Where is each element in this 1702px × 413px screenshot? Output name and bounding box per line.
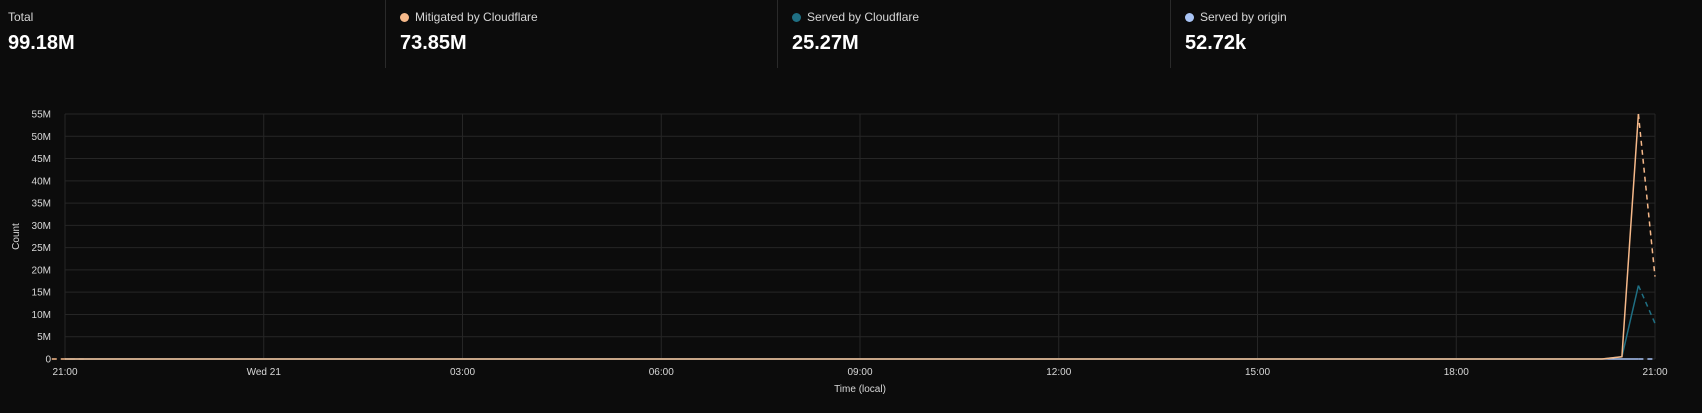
stat-served-origin-label: Served by origin [1185,10,1287,24]
stat-total-label: Total [8,10,34,24]
y-tick-label: 25M [32,243,51,254]
series-line-served-by-cloudflare [65,285,1640,360]
y-tick-label: 40M [32,176,51,187]
stat-served-cloudflare-value: 25.27M [792,32,859,54]
stat-served-origin: Served by origin 52.72k [1170,0,1670,68]
x-tick-label: 21:00 [52,367,77,378]
legend-dot-icon [1185,13,1194,22]
stat-mitigated-value: 73.85M [400,32,467,54]
x-tick-label: 03:00 [450,367,475,378]
x-tick-label: Wed 21 [247,367,282,378]
x-tick-label: 21:00 [1642,367,1667,378]
stat-served-cloudflare: Served by Cloudflare 25.27M [777,0,1170,68]
y-axis-label: Count [11,223,22,250]
stat-mitigated-label: Mitigated by Cloudflare [400,10,538,24]
stat-served-origin-value: 52.72k [1185,32,1247,54]
stat-total: Total 99.18M [0,0,386,68]
y-tick-label: 0 [45,355,51,366]
y-tick-label: 5M [37,332,51,343]
stat-served-cloudflare-label: Served by Cloudflare [792,10,919,24]
y-axis-ticks: 0 5M 10M 15M 20M 25M 30M 35M 40M 45M 50M 55M [32,110,52,366]
legend-dot-icon [400,13,409,22]
x-tick-label: 15:00 [1245,367,1270,378]
x-axis-ticks: 21:00 Wed 21 03:00 06:00 09:00 12:00 15:00 18:0… [52,367,1667,378]
stat-total-value: 99.18M [8,32,75,54]
y-tick-label: 20M [32,265,51,276]
x-tick-label: 09:00 [847,367,872,378]
x-tick-label: 18:00 [1444,367,1469,378]
x-axis-label: Time (local) [834,384,886,395]
stat-mitigated: Mitigated by Cloudflare 73.85M [385,0,778,68]
legend-dot-icon [792,13,801,22]
x-tick-label: 12:00 [1046,367,1071,378]
y-tick-label: 10M [32,310,51,321]
y-tick-label: 30M [32,221,51,232]
y-tick-label: 15M [32,288,51,299]
y-tick-label: 35M [32,199,51,210]
stats-bar: Total 99.18M Mitigated by Cloudflare 73.… [0,0,1702,68]
y-tick-label: 50M [32,132,51,143]
series-projected-mitigated-by-cloudflare [1637,113,1656,277]
x-tick-label: 06:00 [649,367,674,378]
series-projected-served-by-cloudflare [1637,285,1656,324]
y-tick-label: 55M [32,110,51,121]
chart-grid [64,113,1656,360]
y-tick-label: 45M [32,154,51,165]
series-line-mitigated-by-cloudflare [65,113,1640,360]
chart-series [51,113,1656,360]
